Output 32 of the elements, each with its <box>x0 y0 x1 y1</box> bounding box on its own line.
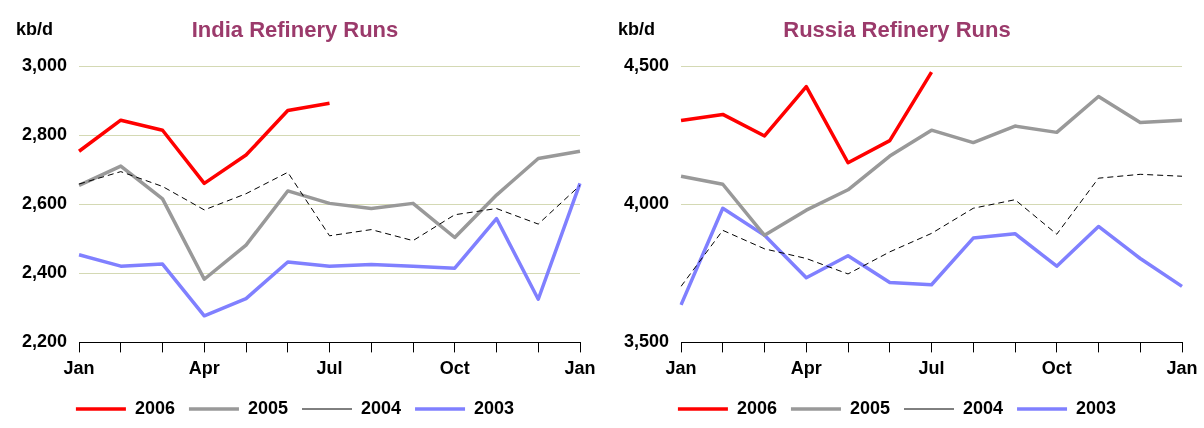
y-tick-label: 2,400 <box>22 262 68 283</box>
legend-label: 2005 <box>849 397 890 418</box>
line-series <box>680 173 1183 287</box>
x-tick-label: Apr <box>790 358 822 379</box>
y-axis-title: kb/d <box>16 18 54 39</box>
x-tick-label: Jan <box>1166 358 1198 379</box>
legend-label: 2004 <box>361 397 402 418</box>
chart-title: India Refinery Runs <box>191 17 399 43</box>
legend-label: 2005 <box>247 397 288 418</box>
legend-label: 2003 <box>1076 397 1117 418</box>
legend-label: 2004 <box>963 397 1004 418</box>
y-tick-label: 2,600 <box>22 193 68 214</box>
legend-label: 2006 <box>736 397 777 418</box>
chart-title: Russia Refinery Runs <box>783 17 1011 43</box>
x-tick-label: Jan <box>63 358 95 379</box>
x-tick-label: Oct <box>1041 358 1072 379</box>
y-tick-label: 2,800 <box>22 124 68 145</box>
line-series <box>78 171 581 242</box>
x-tick-label: Oct <box>439 358 470 379</box>
y-tick-label: 2,200 <box>22 331 68 352</box>
x-tick-label: Jul <box>316 358 343 379</box>
y-tick-label: 3,000 <box>22 55 68 76</box>
y-tick-label: 3,500 <box>624 331 670 352</box>
x-tick-label: Jul <box>918 358 945 379</box>
x-tick-label: Jan <box>665 358 697 379</box>
legend-label: 2003 <box>474 397 515 418</box>
y-tick-label: 4,000 <box>624 193 670 214</box>
x-tick-label: Apr <box>188 358 220 379</box>
y-tick-label: 4,500 <box>624 55 670 76</box>
legend-label: 2006 <box>134 397 175 418</box>
y-axis-title: kb/d <box>618 18 656 39</box>
x-tick-label: Jan <box>564 358 596 379</box>
